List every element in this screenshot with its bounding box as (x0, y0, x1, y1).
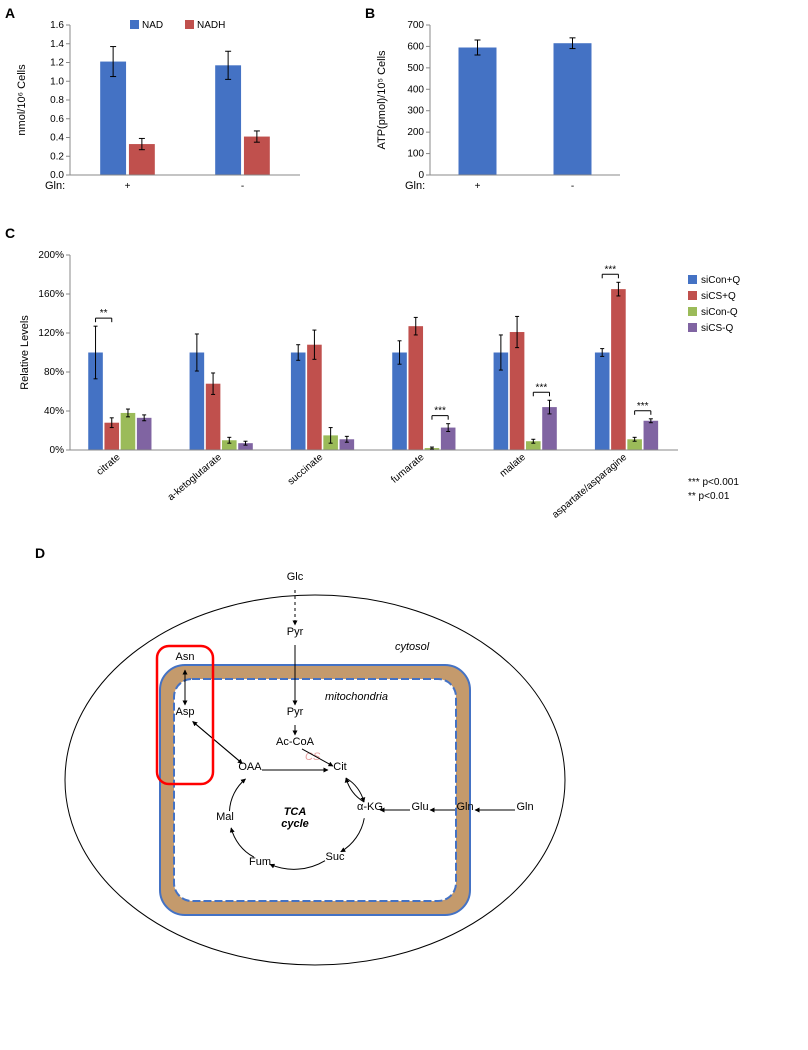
svg-text:fumarate: fumarate (389, 452, 427, 486)
svg-text:Relative Levels: Relative Levels (19, 315, 31, 390)
svg-text:Suc: Suc (326, 851, 345, 863)
svg-text:aspartate/asparagine: aspartate/asparagine (550, 452, 629, 521)
svg-text:Gln: Gln (516, 801, 533, 813)
svg-text:CS: CS (305, 751, 321, 763)
panel-b-label: B (365, 5, 375, 21)
svg-text:1.4: 1.4 (50, 39, 64, 50)
svg-text:700: 700 (407, 20, 424, 31)
svg-text:600: 600 (407, 41, 424, 52)
chart-a: 0.00.20.40.60.81.01.21.41.6nmol/10⁶ Cell… (10, 10, 310, 210)
svg-text:Glu: Glu (411, 801, 428, 813)
panel-a-label: A (5, 5, 15, 21)
svg-text:Gln:: Gln: (45, 180, 65, 192)
svg-text:cycle: cycle (281, 818, 309, 830)
svg-text:0.2: 0.2 (50, 151, 64, 162)
svg-text:citrate: citrate (95, 452, 123, 478)
svg-text:Fum: Fum (249, 856, 271, 868)
svg-text:Asn: Asn (176, 651, 195, 663)
panel-b: B 0100200300400500600700ATP(pmol)/10⁵ Ce… (370, 10, 630, 210)
svg-text:mitochondria: mitochondria (325, 691, 388, 703)
svg-text:***: *** (637, 401, 649, 412)
svg-text:Pyr: Pyr (287, 706, 304, 718)
svg-text:200: 200 (407, 127, 424, 138)
svg-text:succinate: succinate (286, 452, 326, 488)
top-row: A 0.00.20.40.60.81.01.21.41.6nmol/10⁶ Ce… (10, 10, 798, 210)
svg-text:200%: 200% (38, 250, 64, 261)
svg-text:+: + (125, 181, 131, 192)
svg-text:500: 500 (407, 63, 424, 74)
svg-text:80%: 80% (44, 367, 64, 378)
svg-text:Pyr: Pyr (287, 626, 304, 638)
panel-c: C 0%40%80%120%160%200%Relative Levelscit… (10, 230, 798, 530)
svg-text:0.8: 0.8 (50, 95, 64, 106)
svg-text:ATP(pmol)/10⁵ Cells: ATP(pmol)/10⁵ Cells (376, 50, 388, 150)
svg-text:1.0: 1.0 (50, 76, 64, 87)
panel-a: A 0.00.20.40.60.81.01.21.41.6nmol/10⁶ Ce… (10, 10, 310, 210)
svg-text:NAD: NAD (142, 20, 163, 31)
svg-text:*** p<0.001: *** p<0.001 (688, 477, 739, 488)
svg-text:Gln:: Gln: (405, 180, 425, 192)
svg-text:1.2: 1.2 (50, 58, 64, 69)
svg-text:siCon-Q: siCon-Q (701, 307, 738, 318)
figure: A 0.00.20.40.60.81.01.21.41.6nmol/10⁶ Ce… (10, 10, 798, 970)
svg-text:** p<0.01: ** p<0.01 (688, 491, 730, 502)
svg-text:300: 300 (407, 106, 424, 117)
svg-text:160%: 160% (38, 289, 64, 300)
svg-text:nmol/10⁶ Cells: nmol/10⁶ Cells (16, 64, 28, 136)
svg-text:+: + (475, 181, 481, 192)
svg-text:α-KG: α-KG (357, 801, 383, 813)
svg-text:Cit: Cit (333, 761, 346, 773)
svg-text:Ac-CoA: Ac-CoA (276, 736, 315, 748)
svg-text:0%: 0% (50, 445, 65, 456)
svg-text:siCS+Q: siCS+Q (701, 291, 736, 302)
svg-text:siCon+Q: siCon+Q (701, 275, 740, 286)
svg-text:-: - (241, 181, 244, 192)
svg-text:0.6: 0.6 (50, 114, 64, 125)
svg-text:malate: malate (498, 452, 528, 480)
svg-text:a-ketoglutarate: a-ketoglutarate (166, 452, 225, 504)
diagram-d: cytosol mitochondria Glc Pyr Pyr Ac-CoA Cit α-K… (40, 550, 590, 970)
svg-text:**: ** (100, 308, 108, 319)
svg-text:-: - (571, 181, 574, 192)
svg-text:120%: 120% (38, 328, 64, 339)
panel-d: D cytosolmitochondriaGlcPyrPyrAc-CoACitα… (40, 550, 590, 970)
svg-text:1.6: 1.6 (50, 20, 64, 31)
svg-text:Asp: Asp (176, 706, 195, 718)
svg-text:100: 100 (407, 149, 424, 160)
panel-c-label: C (5, 225, 15, 241)
panel-d-label: D (35, 545, 45, 561)
svg-text:siCS-Q: siCS-Q (701, 323, 733, 334)
svg-text:NADH: NADH (197, 20, 225, 31)
svg-text:400: 400 (407, 84, 424, 95)
chart-c: 0% 40% 80% 120% 160% 200% Relative Levels citra… (10, 230, 798, 530)
chart-b: 0100200300400500600700ATP(pmol)/10⁵ Cell… (370, 10, 630, 210)
svg-text:***: *** (536, 382, 548, 393)
svg-text:Glc: Glc (287, 571, 304, 583)
svg-text:Mal: Mal (216, 811, 234, 823)
svg-text:TCA: TCA (284, 806, 307, 818)
svg-text:Gln: Gln (456, 801, 473, 813)
svg-text:cytosol: cytosol (395, 641, 430, 653)
svg-text:***: *** (604, 264, 616, 275)
svg-text:40%: 40% (44, 406, 64, 417)
svg-text:***: *** (434, 406, 446, 417)
svg-text:0.4: 0.4 (50, 133, 64, 144)
